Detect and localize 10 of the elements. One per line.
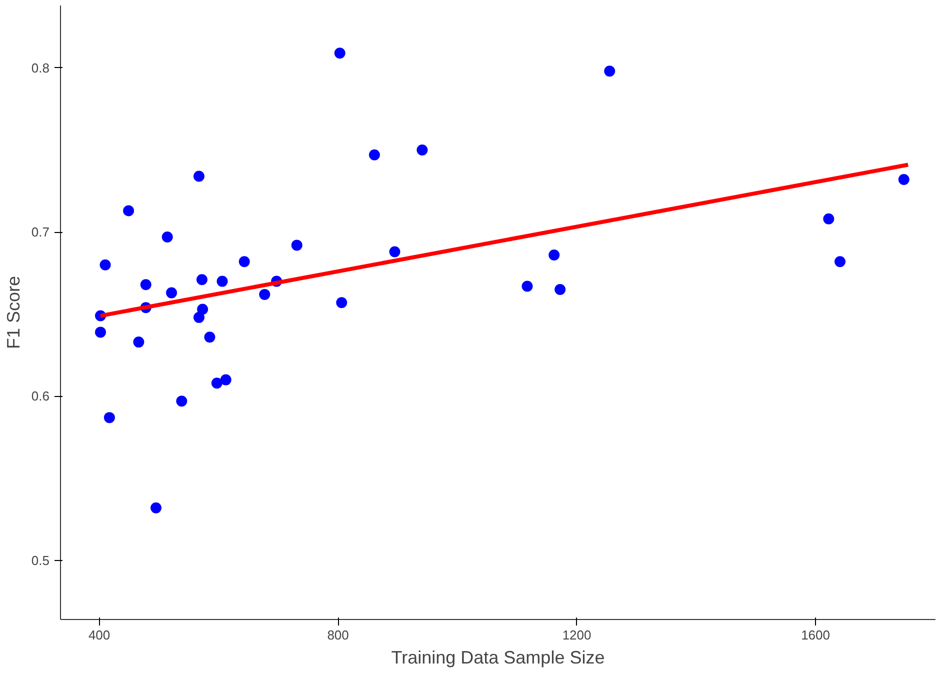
y-tick-label: 0.5: [31, 552, 50, 568]
y-tick-label: 0.7: [31, 224, 50, 240]
x-axis-title: Training Data Sample Size: [391, 648, 605, 668]
x-tick-label: 400: [88, 628, 110, 642]
x-tick-label: 1200: [562, 628, 592, 642]
y-axis-title: F1 Score: [3, 276, 24, 350]
x-tick-label: 800: [327, 628, 349, 642]
x-tick-label: 1600: [801, 628, 830, 642]
y-tick-label: 0.6: [31, 388, 50, 404]
y-tick-label: 0.8: [31, 60, 50, 76]
